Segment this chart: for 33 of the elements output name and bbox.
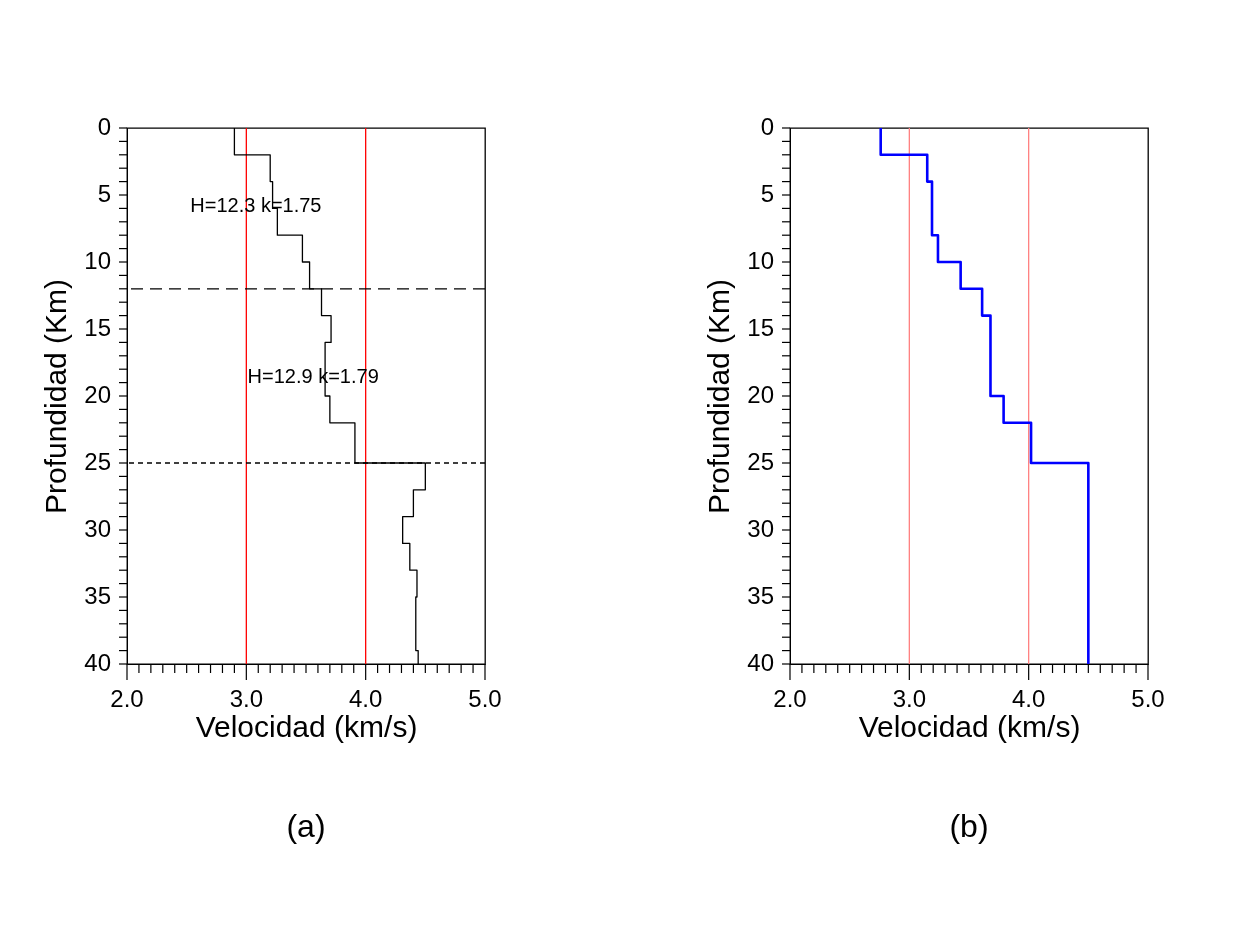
x-tick-label: 2.0: [773, 685, 807, 712]
y-tick-label: 20: [747, 381, 774, 408]
y-tick-label: 20: [84, 381, 111, 408]
x-axis-title: Velocidad (km/s): [858, 709, 1081, 743]
y-tick-label: 15: [84, 314, 111, 341]
y-tick-label: 10: [84, 247, 111, 274]
y-axis-title: Profundidad (Km): [701, 278, 735, 515]
y-tick-label: 30: [747, 515, 774, 542]
y-tick-label: 30: [84, 515, 111, 542]
y-tick-label: 40: [747, 649, 774, 676]
x-tick-label: 5.0: [1131, 685, 1165, 712]
y-tick-label: 35: [84, 582, 111, 609]
y-tick-label: 5: [97, 180, 111, 207]
y-tick-label: 40: [84, 649, 111, 676]
y-tick-label: 0: [97, 113, 111, 140]
line-series: [879, 128, 1090, 664]
text: (b): [949, 808, 989, 844]
y-tick-label: 10: [747, 247, 774, 274]
y-tick-label: 25: [84, 448, 111, 475]
y-tick-label: 35: [747, 582, 774, 609]
text: (a): [286, 808, 326, 844]
y-tick-label: 15: [747, 314, 774, 341]
x-tick-label: 3.0: [892, 685, 927, 712]
y-tick-label: 25: [747, 448, 774, 475]
y-tick-label: 0: [760, 113, 774, 140]
x-tick-label: 3.0: [229, 685, 264, 712]
x-tick-label: 4.0: [1011, 685, 1046, 712]
x-tick-label: 5.0: [468, 685, 502, 712]
y-tick-label: 5: [760, 180, 774, 207]
x-axis-title: Velocidad (km/s): [195, 709, 418, 743]
x-tick-label: 4.0: [348, 685, 383, 712]
y-axis-title: Profundidad (Km): [38, 278, 72, 515]
x-tick-label: 2.0: [110, 685, 144, 712]
